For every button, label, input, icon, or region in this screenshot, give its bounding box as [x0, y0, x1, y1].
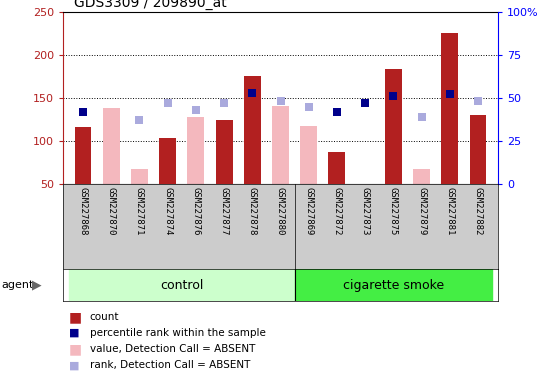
Text: GSM227872: GSM227872 — [332, 187, 342, 235]
Text: GSM227879: GSM227879 — [417, 187, 426, 235]
Text: agent: agent — [1, 280, 34, 290]
Bar — [159, 138, 176, 184]
Bar — [300, 126, 317, 184]
Text: count: count — [90, 312, 119, 322]
Text: GSM227875: GSM227875 — [389, 187, 398, 235]
Bar — [75, 127, 91, 184]
Bar — [295, 269, 492, 301]
Text: ■: ■ — [69, 360, 79, 370]
Text: cigarette smoke: cigarette smoke — [343, 279, 444, 291]
Text: value, Detection Call = ABSENT: value, Detection Call = ABSENT — [90, 344, 255, 354]
Bar — [131, 169, 148, 184]
Text: GSM227868: GSM227868 — [79, 187, 87, 235]
Text: GSM227870: GSM227870 — [107, 187, 116, 235]
Bar — [385, 70, 402, 184]
Bar — [272, 106, 289, 184]
Text: GSM227869: GSM227869 — [304, 187, 313, 235]
Text: ■: ■ — [69, 342, 82, 356]
Text: GSM227878: GSM227878 — [248, 187, 257, 235]
Text: ▶: ▶ — [32, 279, 42, 291]
Text: GSM227874: GSM227874 — [163, 187, 172, 235]
Text: ■: ■ — [69, 328, 79, 338]
Text: GSM227871: GSM227871 — [135, 187, 144, 235]
Text: control: control — [160, 279, 204, 291]
Bar — [244, 76, 261, 184]
Text: GSM227880: GSM227880 — [276, 187, 285, 235]
Text: GSM227882: GSM227882 — [474, 187, 482, 235]
Text: rank, Detection Call = ABSENT: rank, Detection Call = ABSENT — [90, 360, 250, 370]
Bar — [188, 117, 204, 184]
Bar — [441, 33, 458, 184]
Text: ■: ■ — [69, 310, 82, 324]
Text: GSM227881: GSM227881 — [446, 187, 454, 235]
Text: percentile rank within the sample: percentile rank within the sample — [90, 328, 266, 338]
Text: GSM227873: GSM227873 — [361, 187, 370, 235]
Bar — [103, 108, 120, 184]
Text: GDS3309 / 209890_at: GDS3309 / 209890_at — [74, 0, 227, 10]
Bar — [470, 115, 486, 184]
Bar — [328, 152, 345, 184]
Text: GSM227876: GSM227876 — [191, 187, 200, 235]
Bar — [413, 169, 430, 184]
Bar — [216, 119, 233, 184]
Text: GSM227877: GSM227877 — [219, 187, 229, 235]
Bar — [69, 269, 295, 301]
